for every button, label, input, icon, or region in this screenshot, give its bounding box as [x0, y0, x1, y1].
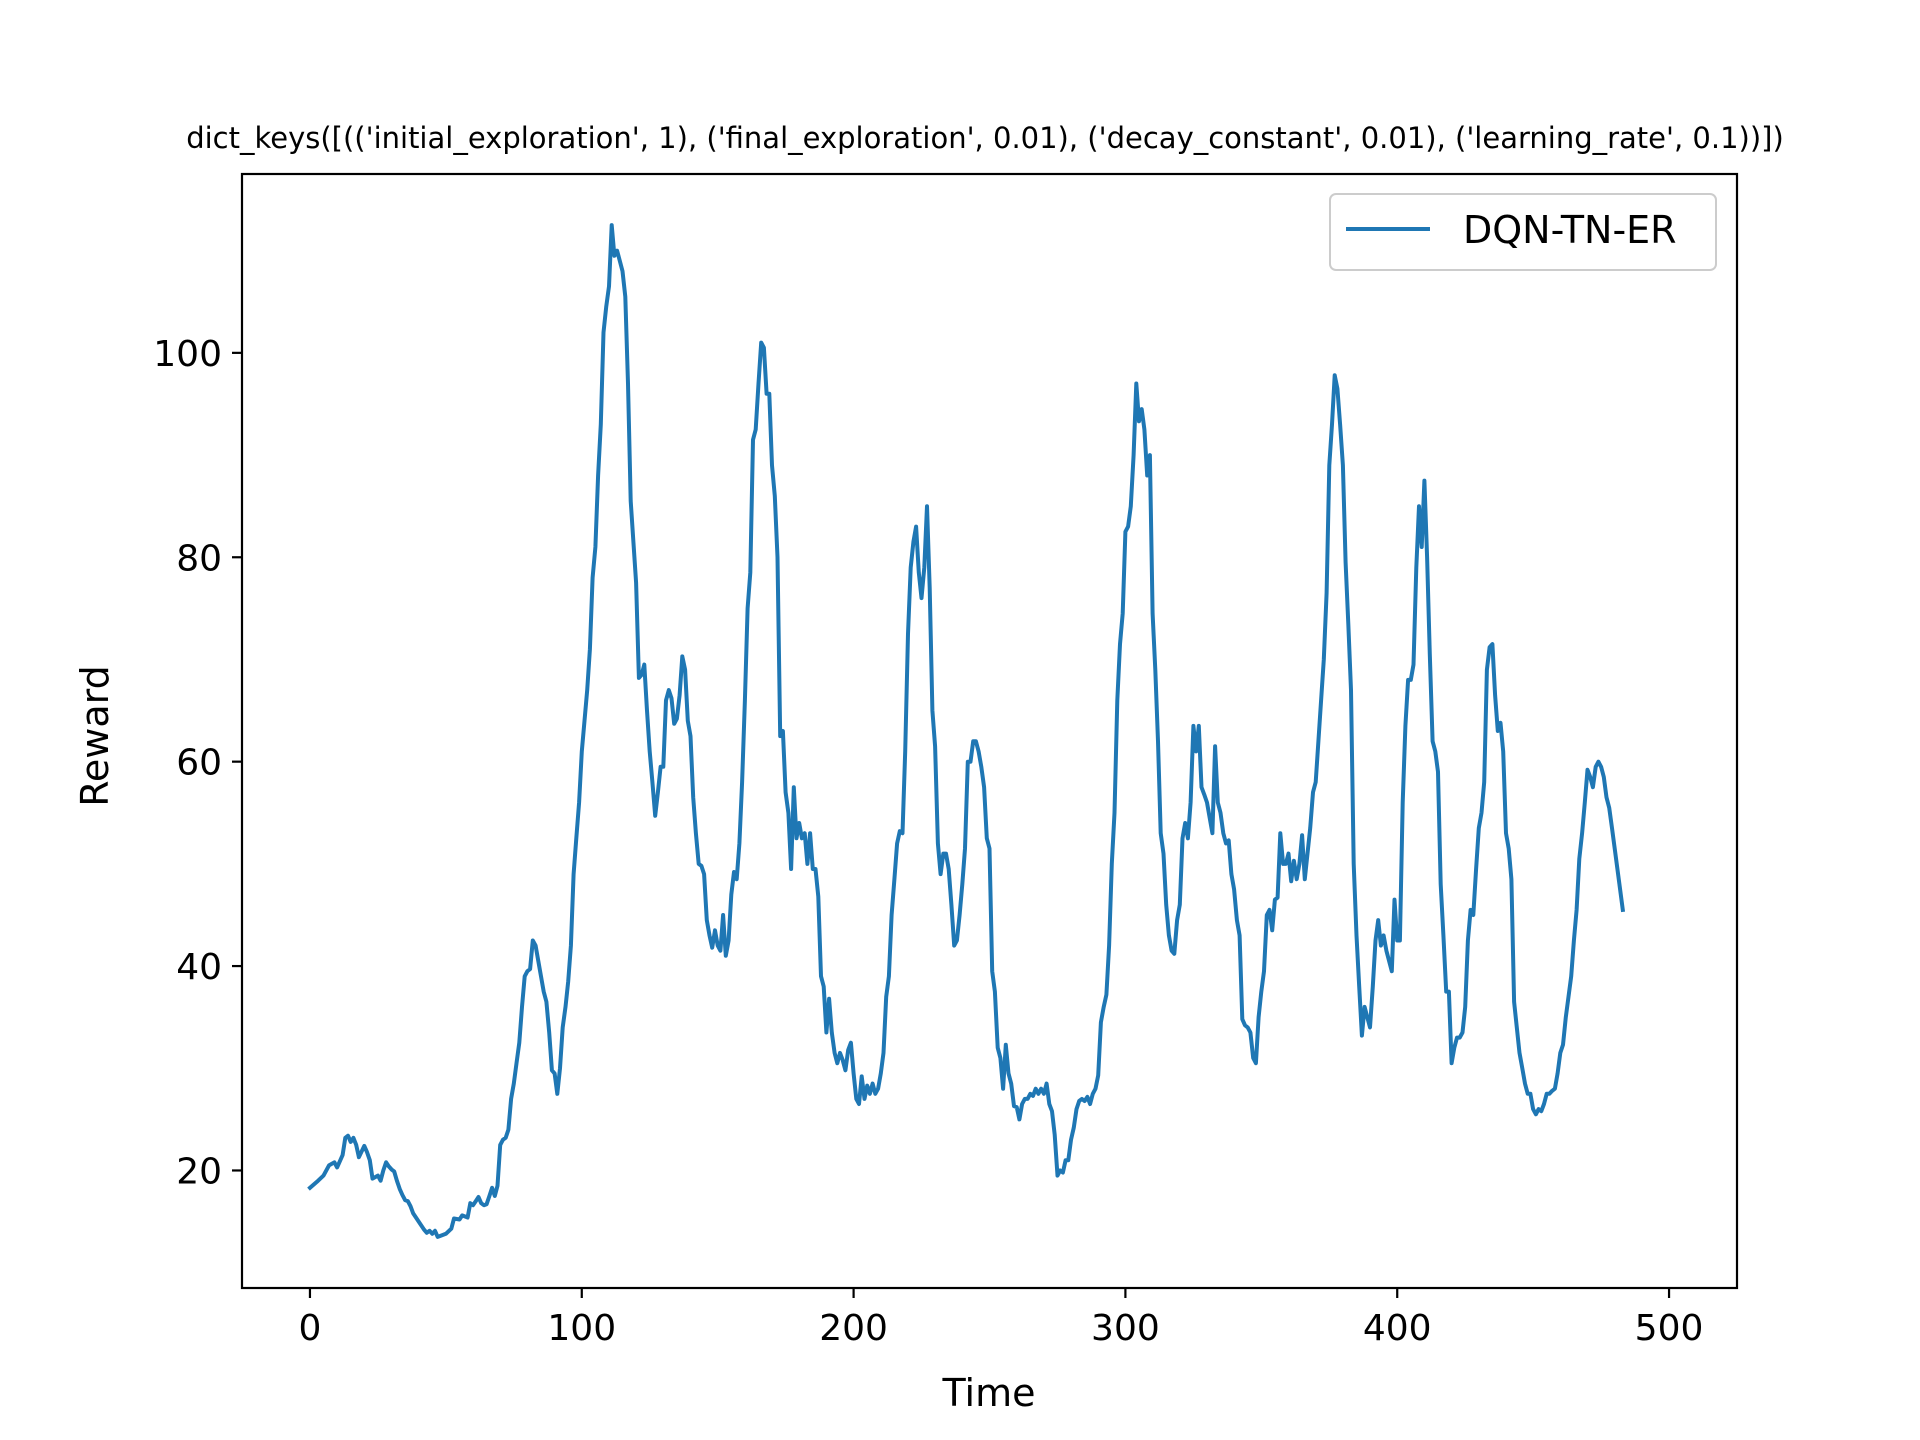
plot-frame — [240, 172, 1739, 1290]
y-axis-label: Reward — [73, 665, 117, 807]
y-tick-label: 60 — [176, 743, 222, 784]
x-tick-label: 400 — [1363, 1308, 1432, 1349]
y-tick-label: 100 — [153, 334, 222, 375]
x-axis-label: Time — [942, 1371, 1036, 1415]
series-layer — [307, 223, 1626, 1239]
x-axis: 0 100 200 300 400 500 — [299, 1288, 1704, 1349]
chart-title: dict_keys([(('initial_exploration', 1), … — [186, 121, 1784, 155]
y-tick-label: 80 — [176, 538, 222, 579]
y-tick-label: 20 — [176, 1151, 222, 1192]
x-tick-label: 0 — [299, 1308, 322, 1349]
x-tick-label: 300 — [1091, 1308, 1160, 1349]
legend: DQN-TN-ER — [1329, 193, 1717, 271]
legend-box — [1329, 193, 1717, 271]
y-axis: 20 40 60 80 100 — [153, 334, 242, 1192]
x-tick-label: 200 — [819, 1308, 888, 1349]
series-line — [307, 223, 1626, 1239]
x-tick-label: 100 — [547, 1308, 616, 1349]
legend-label: DQN-TN-ER — [1463, 208, 1677, 252]
x-tick-label: 500 — [1635, 1308, 1704, 1349]
y-tick-label: 40 — [176, 947, 222, 988]
